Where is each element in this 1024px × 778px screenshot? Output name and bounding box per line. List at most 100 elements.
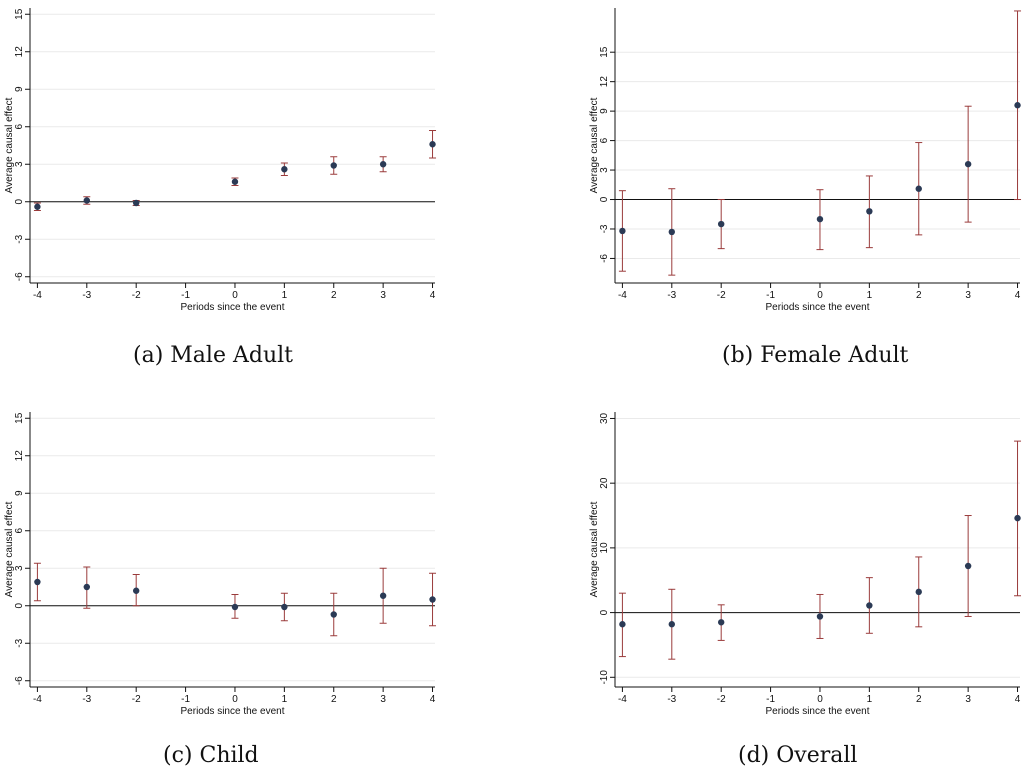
x-axis-title: Periods since the event (766, 706, 870, 717)
x-tick-label: 3 (380, 694, 386, 705)
y-tick-label: 6 (14, 124, 25, 130)
y-axis-title: Average causal effect (589, 501, 600, 597)
data-point (1014, 102, 1021, 109)
data-point (330, 611, 337, 618)
y-tick-label: -3 (14, 234, 25, 243)
chart-panel-overall: -10 0 10 20 30 -4 -3 -2 -1 0 1 2 3 4 Periods since the… (585, 400, 1024, 717)
data-point (429, 141, 436, 148)
data-point (668, 228, 675, 236)
y-axis-title: Average causal effect (4, 97, 15, 193)
x-tick-label: 0 (232, 694, 238, 705)
x-tick-label: 1 (867, 694, 873, 705)
caption-male-adult: (a) Male Adult (133, 343, 293, 368)
chart-panel-male-adult: -6 -3 0 3 6 9 12 15 -4 -3 -2 -1 0 1 2 3 4 Periods since t… (0, 0, 440, 313)
data-point (915, 185, 922, 192)
x-tick-label: -2 (717, 694, 726, 705)
data-point (866, 208, 873, 215)
caption-overall: (d) Overall (738, 743, 858, 768)
x-tick-label: 2 (331, 290, 337, 301)
x-tick-label: -2 (132, 694, 141, 705)
x-tick-label: -1 (766, 290, 775, 301)
x-tick-label: -3 (82, 694, 91, 705)
data-point (429, 596, 436, 603)
y-axis-title: Average causal effect (589, 97, 600, 193)
data-point (132, 587, 140, 594)
y-tick-label: 12 (14, 450, 25, 462)
data-point (1014, 514, 1021, 522)
x-tick-label: -4 (618, 290, 627, 301)
data-point (379, 161, 387, 168)
data-point (816, 215, 824, 223)
data-point (132, 199, 140, 207)
data-point (231, 178, 239, 185)
y-tick-label: 10 (599, 542, 610, 554)
data-point (281, 166, 288, 173)
data-point (379, 592, 387, 599)
data-point (866, 602, 873, 609)
x-tick-label: 3 (965, 290, 971, 301)
x-tick-label: 2 (331, 694, 337, 705)
data-point (83, 583, 90, 591)
x-tick-label: -3 (667, 290, 676, 301)
x-tick-label: 0 (817, 694, 823, 705)
y-axis-title: Average causal effect (4, 501, 15, 597)
data-point (816, 613, 824, 620)
caption-child: (c) Child (163, 743, 259, 768)
x-tick-label: -1 (181, 290, 190, 301)
y-tick-label: -6 (599, 254, 610, 263)
x-tick-label: 4 (1015, 290, 1021, 301)
data-point (717, 220, 725, 228)
y-tick-label: 3 (599, 167, 610, 173)
y-tick-label: 0 (599, 196, 610, 202)
caption-female-adult: (b) Female Adult (722, 343, 909, 368)
x-tick-label: -2 (132, 290, 141, 301)
y-tick-label: 20 (599, 477, 610, 489)
x-tick-label: -4 (33, 290, 42, 301)
x-tick-label: 2 (916, 290, 922, 301)
y-tick-label: 3 (14, 565, 25, 571)
x-tick-label: -2 (717, 290, 726, 301)
chart-panel-child: -6 -3 0 3 6 9 12 15 -4 -3 -2 -1 0 1 2 3 4 Periods since t… (0, 400, 440, 717)
y-tick-label: 30 (599, 412, 610, 424)
y-tick-label: 15 (14, 8, 25, 20)
x-tick-label: 0 (232, 290, 238, 301)
x-tick-label: 4 (430, 290, 436, 301)
y-tick-label: 6 (14, 528, 25, 534)
y-tick-label: 12 (14, 46, 25, 58)
y-tick-label: -6 (14, 272, 25, 281)
y-tick-label: 0 (599, 609, 610, 615)
y-tick-label: -6 (14, 676, 25, 685)
x-tick-label: 4 (430, 694, 436, 705)
x-tick-label: 1 (282, 290, 288, 301)
x-axis-title: Periods since the event (766, 302, 870, 313)
y-tick-label: 0 (14, 603, 25, 609)
y-tick-label: 9 (14, 86, 25, 92)
data-point (619, 227, 626, 235)
y-tick-label: 3 (14, 161, 25, 167)
data-point (231, 603, 239, 611)
x-tick-label: -1 (181, 694, 190, 705)
x-tick-label: 3 (965, 694, 971, 705)
x-tick-label: -4 (618, 694, 627, 705)
y-tick-label: -3 (599, 224, 610, 233)
data-point (619, 621, 626, 628)
data-point (34, 203, 41, 210)
data-point (964, 562, 972, 570)
x-tick-label: 0 (817, 290, 823, 301)
x-tick-label: 3 (380, 290, 386, 301)
data-point (330, 162, 337, 169)
x-tick-label: -1 (766, 694, 775, 705)
x-tick-label: 4 (1015, 694, 1021, 705)
y-tick-label: 12 (599, 76, 610, 88)
y-tick-label: 0 (14, 199, 25, 205)
data-point (668, 621, 675, 628)
x-tick-label: 2 (916, 694, 922, 705)
y-tick-label: 9 (14, 490, 25, 496)
data-point (964, 160, 972, 168)
y-tick-label: 15 (599, 46, 610, 58)
data-point (717, 619, 725, 626)
